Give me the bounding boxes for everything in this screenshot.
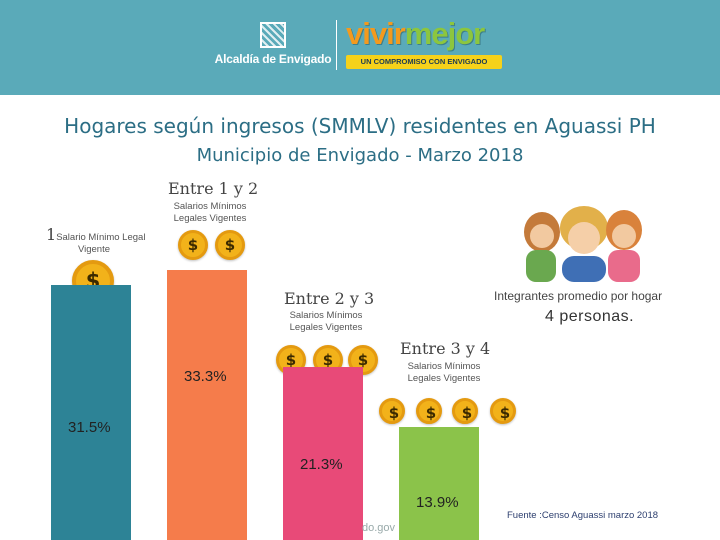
bar-1-smmlv [51,284,131,540]
bar-3-4-smmlv [399,427,479,540]
slogan: UN COMPROMISO CON ENVIGADO [346,55,502,69]
cat2-sub-line1: Salarios Mínimos [173,201,247,212]
brand-part1: vivir [346,16,406,51]
alcaldia-logo: Alcaldía de Envigado [212,20,334,72]
cat2-sub: Salarios Mínimos Legales Vigentes [160,201,260,225]
coin-icon [416,398,443,425]
cat3-sub: Salarios Mínimos Legales Vigentes [280,310,372,334]
household-avg-label: Integrantes promedio por hogar [494,289,663,303]
cat4-label: Entre 3 y 4 [400,339,491,358]
header-band: Alcaldía de Envigado vivirmejor UN COMPR… [0,0,720,95]
cat4-sub: Salarios Mínimos Legales Vigentes [398,361,490,385]
value-label-1: 31.5% [68,419,111,436]
brand-part2: mejor [404,16,485,51]
crest-icon [260,22,286,48]
cat1-label-num: 1 [46,225,57,244]
vivir-mejor-logo: vivirmejor UN COMPROMISO CON ENVIGADO [344,16,506,72]
family-illustration [524,206,642,282]
logo-divider [336,20,337,70]
source-note: Fuente :Censo Aguassi marzo 2018 [507,510,659,521]
coin-icon [490,398,517,425]
value-label-3: 21.3% [300,456,343,473]
url-fragment: do.gov [362,522,396,534]
org-name: Alcaldía de Envigado [214,52,332,66]
cat1-label-rest: Salario Mínimo Legal [56,232,146,243]
cat2-sub-line2: Legales Vigentes [173,213,247,224]
cat1-label-line2: Vigente [77,244,111,255]
cat4-sub-line1: Salarios Mínimos [407,361,481,372]
coin-icon [178,230,208,260]
chart-subtitle: Municipio de Envigado - Marzo 2018 [196,145,524,166]
brand-wordmark: vivirmejor [346,14,485,54]
chart-title: Hogares según ingresos (SMMLV) residente… [64,114,656,138]
cat3-label: Entre 2 y 3 [284,289,375,308]
bar-2-3-smmlv [283,367,363,540]
value-label-2: 33.3% [184,368,227,385]
coin-icon [215,230,245,260]
coin-icon [452,398,479,425]
cat3-sub-line2: Legales Vigentes [289,322,363,333]
household-avg-value: 4 personas. [545,308,635,325]
cat4-sub-line2: Legales Vigentes [407,373,481,384]
cat1-label: 1Salario Mínimo Legal [46,225,145,244]
bar-1-2-smmlv [167,270,247,540]
cat2-label: Entre 1 y 2 [168,179,259,198]
value-label-4: 13.9% [416,494,459,511]
coin-icon [379,398,406,425]
cat3-sub-line1: Salarios Mínimos [289,310,363,321]
